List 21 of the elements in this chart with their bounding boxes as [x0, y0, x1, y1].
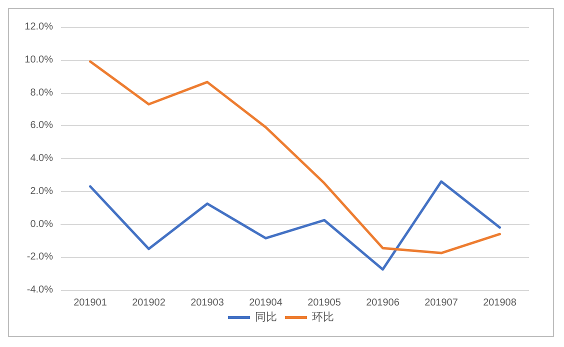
line-series: [89, 180, 501, 271]
legend-label: 同比: [255, 310, 277, 324]
legend-label: 环比: [312, 310, 334, 324]
x-tick-label: 201906: [366, 298, 400, 308]
y-tick-label: 2.0%: [30, 186, 54, 197]
y-tick-label: 6.0%: [30, 120, 54, 132]
y-tick-label: 10.0%: [24, 54, 54, 66]
y-tick-label: 8.0%: [30, 87, 54, 98]
x-tick-label: 201901: [74, 298, 108, 308]
x-tick-label: 201908: [483, 298, 517, 308]
line-series: [89, 60, 501, 254]
y-tick-label: 12.0%: [24, 22, 54, 32]
y-tick-label: -2.0%: [26, 252, 54, 263]
y-tick-label: -4.0%: [26, 284, 54, 296]
x-tick-label: 201903: [190, 298, 224, 308]
x-tick-label: 201904: [249, 298, 283, 308]
x-tick-label: 201907: [424, 298, 458, 308]
x-tick-label: 201902: [132, 298, 166, 308]
x-tick-label: 201905: [308, 298, 342, 308]
y-tick-label: 4.0%: [30, 153, 54, 164]
y-tick-label: 0.0%: [30, 218, 54, 230]
